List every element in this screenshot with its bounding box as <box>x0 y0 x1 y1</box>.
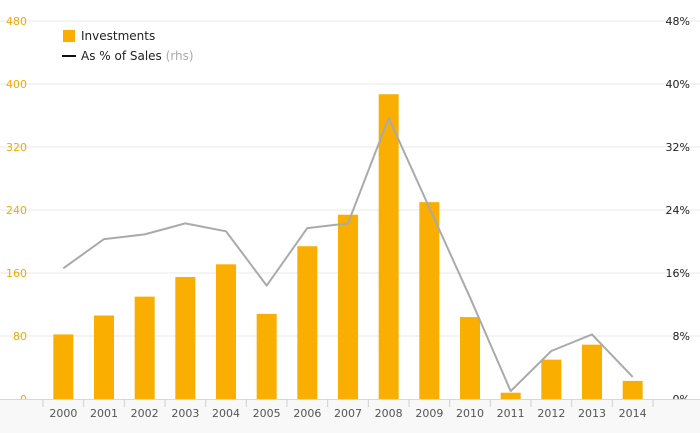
right-tick-label: 16% <box>666 267 690 280</box>
right-tick-label: 8% <box>673 330 690 343</box>
x-tick-label: 2006 <box>293 407 321 420</box>
left-tick-label: 240 <box>6 204 27 217</box>
x-tick-label: 2010 <box>456 407 484 420</box>
bar <box>500 392 521 399</box>
bar <box>216 264 236 399</box>
bar <box>53 334 74 399</box>
bar <box>419 202 440 399</box>
legend-label-suffix: (rhs) <box>166 49 194 63</box>
legend-label: Investments <box>81 29 155 43</box>
bar <box>622 380 643 399</box>
left-axis-ticks: 080160240320400480 <box>6 15 27 406</box>
left-tick-label: 480 <box>6 15 27 28</box>
x-tick-label: 2014 <box>619 407 647 420</box>
legend-label: As % of Sales (rhs) <box>81 49 194 63</box>
bar <box>378 94 399 400</box>
right-tick-label: 40% <box>666 78 690 91</box>
x-tick-label: 2011 <box>497 407 525 420</box>
right-tick-label: 24% <box>666 204 690 217</box>
bar <box>256 313 277 399</box>
left-tick-label: 80 <box>13 330 27 343</box>
x-tick-label: 2008 <box>375 407 403 420</box>
x-tick-label: 2000 <box>49 407 77 420</box>
left-tick-label: 320 <box>6 141 27 154</box>
x-tick-label: 2001 <box>90 407 118 420</box>
sales-percent-line <box>62 116 634 393</box>
x-tick-label: 2013 <box>578 407 606 420</box>
x-tick-label: 2005 <box>253 407 281 420</box>
x-tick-label: 2003 <box>171 407 199 420</box>
right-tick-label: 32% <box>666 141 690 154</box>
x-tick-label: 2002 <box>131 407 159 420</box>
right-tick-label: 48% <box>666 15 690 28</box>
investment-bars <box>53 94 643 400</box>
bar <box>297 246 318 399</box>
x-tick-label: 2009 <box>415 407 443 420</box>
x-tick-label: 2007 <box>334 407 362 420</box>
bar <box>175 276 196 399</box>
x-axis: 2000 2001 2002 2003 2004 2005 2006 2007 2008 2009… <box>0 399 700 433</box>
bar <box>94 315 114 399</box>
left-tick-label: 160 <box>6 267 27 280</box>
bar <box>460 317 480 399</box>
left-tick-label: 400 <box>6 78 27 91</box>
x-tick-label: 2004 <box>212 407 240 420</box>
bar <box>338 214 358 399</box>
x-tick-label: 2012 <box>537 407 565 420</box>
right-axis-ticks: 0%8%16%24%32%40%48% <box>666 15 690 406</box>
x-axis-band <box>0 399 700 433</box>
series-line <box>62 116 634 393</box>
bar <box>134 296 155 399</box>
legend: Investments As % of Sales (rhs) <box>62 29 194 63</box>
bar <box>582 344 602 399</box>
gridlines <box>0 20 700 337</box>
bar <box>541 359 562 399</box>
legend-swatch-investments <box>63 30 75 42</box>
